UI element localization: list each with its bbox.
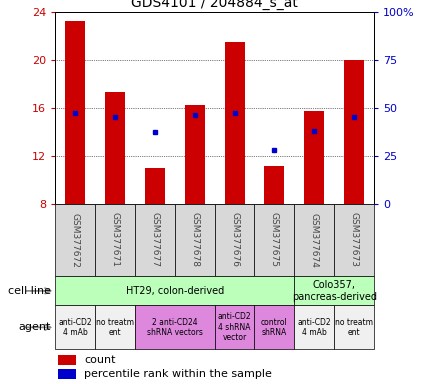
Bar xyxy=(135,305,215,349)
Text: anti-CD2
4 mAb: anti-CD2 4 mAb xyxy=(298,318,331,337)
Bar xyxy=(215,204,255,276)
Bar xyxy=(215,305,255,349)
Bar xyxy=(135,204,175,276)
Bar xyxy=(58,369,76,379)
Bar xyxy=(334,204,374,276)
Text: control
shRNA: control shRNA xyxy=(261,318,288,337)
Bar xyxy=(55,276,294,305)
Bar xyxy=(255,204,294,276)
Text: GSM377671: GSM377671 xyxy=(110,212,119,268)
Text: agent: agent xyxy=(19,322,51,333)
Bar xyxy=(95,305,135,349)
Bar xyxy=(224,41,244,204)
Text: no treatm
ent: no treatm ent xyxy=(335,318,373,337)
Bar xyxy=(294,276,374,305)
Bar xyxy=(344,60,364,204)
Text: GSM377676: GSM377676 xyxy=(230,212,239,268)
Bar xyxy=(255,305,294,349)
Text: no treatm
ent: no treatm ent xyxy=(96,318,134,337)
Text: GSM377674: GSM377674 xyxy=(310,213,319,267)
Title: GDS4101 / 204884_s_at: GDS4101 / 204884_s_at xyxy=(131,0,298,10)
Bar xyxy=(294,305,334,349)
Text: GSM377672: GSM377672 xyxy=(71,213,79,267)
Text: anti-CD2
4 shRNA
vector: anti-CD2 4 shRNA vector xyxy=(218,313,251,342)
Bar xyxy=(185,105,205,204)
Text: anti-CD2
4 mAb: anti-CD2 4 mAb xyxy=(58,318,92,337)
Bar xyxy=(55,305,95,349)
Text: HT29, colon-derived: HT29, colon-derived xyxy=(126,286,224,296)
Text: GSM377677: GSM377677 xyxy=(150,212,159,268)
Bar xyxy=(175,204,215,276)
Bar xyxy=(294,204,334,276)
Text: Colo357,
pancreas-derived: Colo357, pancreas-derived xyxy=(292,280,377,302)
Bar xyxy=(264,166,284,204)
Text: count: count xyxy=(84,355,116,365)
Bar xyxy=(55,204,95,276)
Bar xyxy=(304,111,324,204)
Bar xyxy=(334,305,374,349)
Text: 2 anti-CD24
shRNA vectors: 2 anti-CD24 shRNA vectors xyxy=(147,318,203,337)
Bar xyxy=(95,204,135,276)
Text: GSM377678: GSM377678 xyxy=(190,212,199,268)
Text: cell line: cell line xyxy=(8,286,51,296)
Bar xyxy=(105,92,125,204)
Text: GSM377675: GSM377675 xyxy=(270,212,279,268)
Bar xyxy=(145,167,165,204)
Bar xyxy=(65,21,85,204)
Text: GSM377673: GSM377673 xyxy=(350,212,359,268)
Bar xyxy=(58,355,76,366)
Text: percentile rank within the sample: percentile rank within the sample xyxy=(84,369,272,379)
